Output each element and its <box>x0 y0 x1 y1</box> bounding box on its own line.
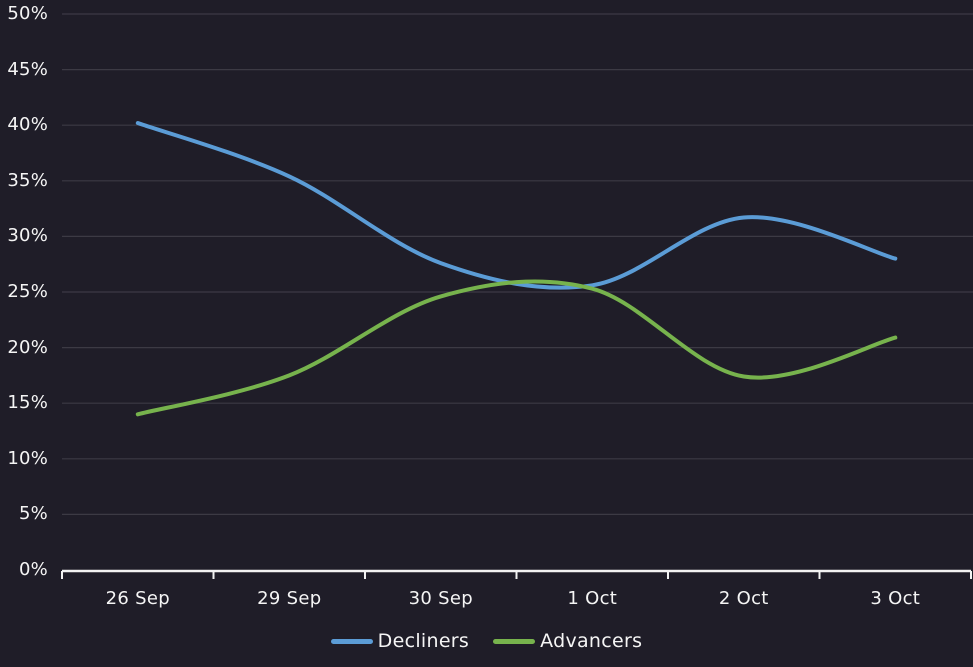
legend-label: Advancers <box>540 630 643 652</box>
legend-label: Decliners <box>377 630 470 652</box>
x-axis-label: 30 Sep <box>408 588 473 609</box>
decliners-line <box>135 121 898 290</box>
y-axis-label: 5% <box>19 503 48 525</box>
legend-item-decliners[interactable]: Decliners <box>330 630 470 652</box>
chart-legend: Decliners Advancers <box>0 630 973 652</box>
x-axis-label: 1 Oct <box>567 588 618 609</box>
y-axis-label: 20% <box>7 336 48 358</box>
advancers-line <box>135 279 898 417</box>
x-axis-label: 26 Sep <box>105 588 170 609</box>
y-axis-label: 40% <box>7 114 48 136</box>
x-axis-label: 2 Oct <box>718 588 769 609</box>
y-axis-label: 35% <box>7 169 48 191</box>
legend-item-advancers[interactable]: Advancers <box>493 630 642 652</box>
advancers-legend-line-icon <box>493 638 536 644</box>
y-axis-label: 10% <box>7 447 48 469</box>
y-axis-label: 30% <box>7 225 48 247</box>
y-axis-label: 0% <box>19 559 48 580</box>
y-axis-label: 25% <box>7 281 48 302</box>
x-axis-label: 3 Oct <box>870 588 921 609</box>
y-axis-label: 45% <box>7 58 48 80</box>
x-axis-label: 29 Sep <box>257 588 322 609</box>
decliners-legend-line-icon <box>330 638 373 644</box>
y-axis-label: 50% <box>7 3 48 24</box>
y-axis-label: 15% <box>7 392 48 414</box>
